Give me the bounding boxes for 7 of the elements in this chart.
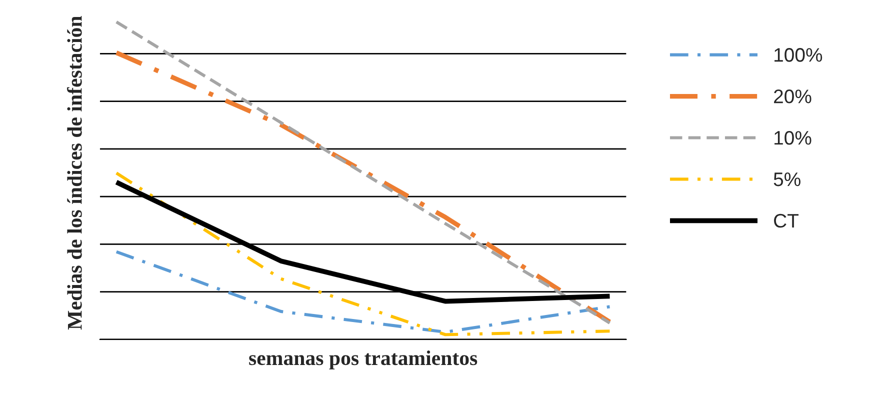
legend-label: 5% (774, 172, 800, 186)
legend-label: 100% (774, 48, 822, 62)
legend-label: 10% (774, 130, 812, 145)
legend-label: CT (774, 214, 799, 228)
legend-label: 20% (774, 90, 812, 104)
y-axis-title: Medias de los índices de infestación (66, 16, 82, 330)
x-axis-title: semanas pos tratamientos (249, 350, 478, 370)
